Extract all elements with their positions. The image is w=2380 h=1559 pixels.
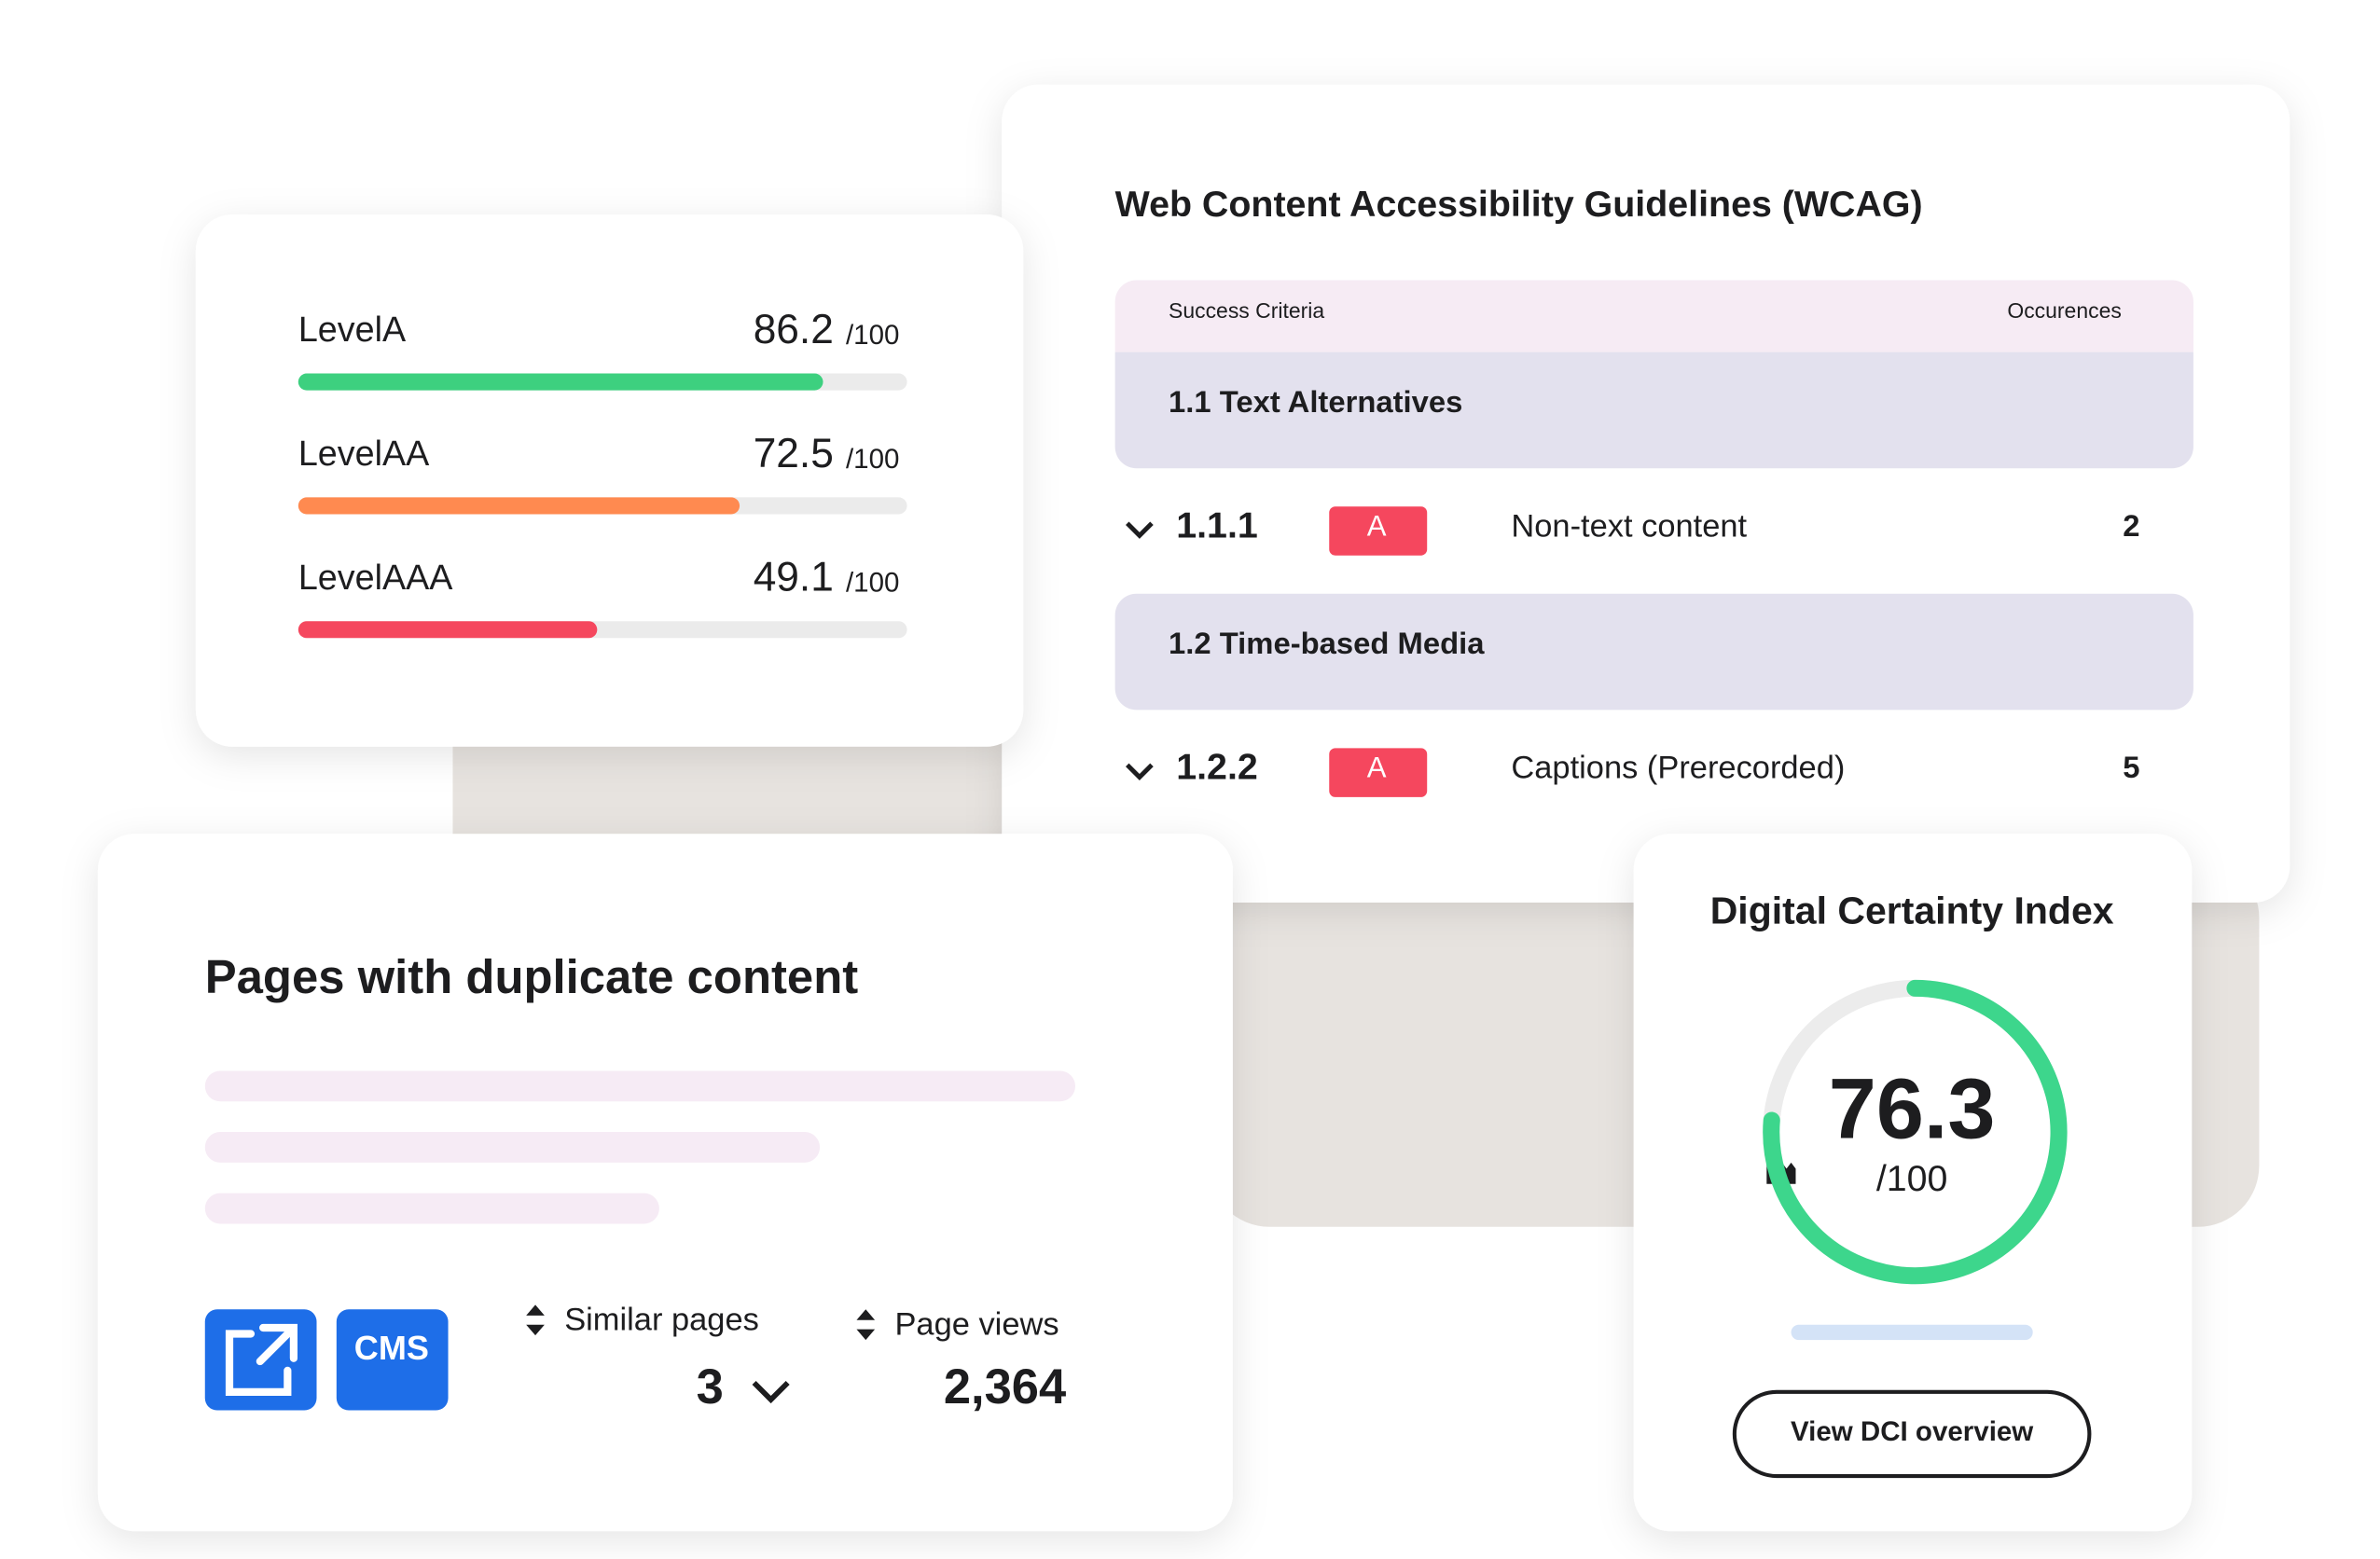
level-bar	[298, 373, 823, 391]
section-title: 1.2 Time-based Media	[1169, 626, 1485, 660]
placeholder	[204, 1132, 821, 1163]
criterion-name: Non-text content	[1511, 508, 1747, 544]
level-max: /100	[846, 568, 899, 599]
open-icon	[225, 1323, 298, 1396]
placeholder	[204, 1070, 1075, 1102]
level-badge	[1329, 506, 1428, 556]
page-views-value: 2,364	[944, 1359, 1066, 1414]
dci-card	[1633, 834, 2193, 1532]
section-row	[1114, 593, 2193, 711]
cms-label: CMS	[354, 1329, 429, 1367]
chevron[interactable]	[1126, 521, 1154, 539]
levels-card	[195, 214, 1024, 747]
duplicate-title: Pages with duplicate content	[205, 950, 858, 1003]
chevron[interactable]	[1126, 763, 1154, 781]
criterion-count: 2	[2123, 508, 2139, 543]
criterion-name: Captions (Prerecorded)	[1511, 750, 1845, 785]
placeholder	[204, 1193, 659, 1224]
dci-title: Digital Certainty Index	[1710, 889, 2114, 931]
criterion-id: 1.2.2	[1176, 747, 1258, 788]
header-criteria: Success Criteria	[1169, 298, 1324, 323]
chevron[interactable]	[752, 1380, 790, 1404]
criterion-count: 5	[2123, 750, 2139, 784]
placeholder	[1791, 1324, 2033, 1341]
dci-max: /100	[1876, 1158, 1948, 1199]
level-score: 72.5	[754, 431, 834, 476]
dci-button[interactable]	[1732, 1389, 2092, 1479]
duplicate-card	[97, 834, 1233, 1532]
sort-icon[interactable]	[526, 1304, 545, 1336]
gauge-arc	[1763, 979, 2068, 1285]
table-header	[1114, 280, 2193, 352]
level-badge-text: A	[1367, 752, 1387, 784]
level-score: 86.2	[754, 307, 834, 352]
level-name: LevelA	[298, 310, 407, 349]
level-badge-text: A	[1367, 509, 1387, 542]
dci-button-label[interactable]: View DCI overview	[1791, 1416, 2034, 1447]
level-score: 49.1	[754, 555, 834, 600]
section-row	[1114, 352, 2193, 469]
level-max: /100	[846, 444, 899, 475]
similar-pages-label: Similar pages	[564, 1303, 759, 1338]
cms-button[interactable]	[336, 1309, 449, 1411]
level-badge	[1329, 748, 1428, 797]
level-bar	[298, 497, 740, 515]
section-title: 1.1 Text Alternatives	[1169, 384, 1462, 419]
sort-icon[interactable]	[856, 1309, 876, 1341]
criterion-id: 1.1.1	[1176, 505, 1258, 546]
page-views-label: Page views	[894, 1306, 1059, 1342]
level-name: LevelAAA	[298, 558, 453, 597]
similar-pages-value: 3	[697, 1359, 724, 1414]
level-name: LevelAA	[298, 434, 430, 473]
wcag-title: Web Content Accessibility Guidelines (WC…	[1115, 184, 1923, 225]
level-bar	[298, 621, 598, 639]
header-occurrences: Occurences	[2007, 298, 2121, 323]
level-max: /100	[846, 320, 899, 351]
dci-score: 76.3	[1829, 1061, 1996, 1156]
